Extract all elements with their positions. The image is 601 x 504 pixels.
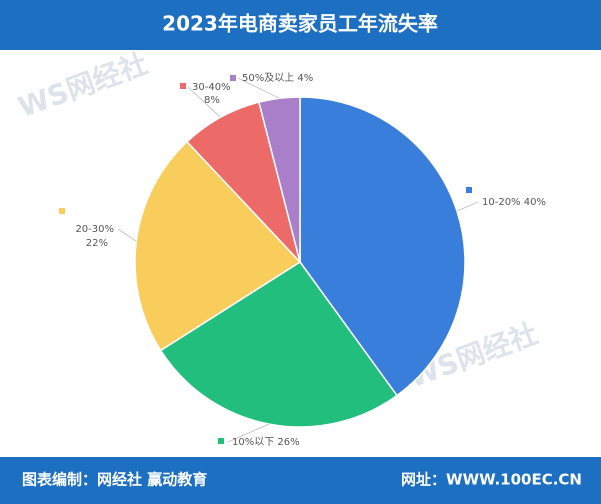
category-label: 10%以下 bbox=[232, 437, 274, 448]
legend-marker bbox=[230, 75, 236, 81]
value-label: 8% bbox=[204, 95, 220, 106]
footer-source: 图表编制：网经社 赢动教育 bbox=[22, 471, 207, 489]
header-bar bbox=[0, 0, 601, 50]
slice-label: 50%及以上 4% bbox=[242, 72, 313, 84]
leader-line bbox=[456, 201, 479, 212]
leader-line bbox=[187, 86, 221, 118]
leader-line bbox=[117, 228, 137, 242]
slice-label: 22% bbox=[86, 238, 108, 249]
footer-site: 网址：WWW.100EC.CN bbox=[401, 471, 582, 489]
footer-bar bbox=[0, 457, 601, 504]
value-label: 4% bbox=[297, 73, 313, 84]
leader-line bbox=[237, 77, 280, 99]
legend-marker bbox=[218, 438, 224, 444]
legend-marker bbox=[180, 83, 186, 89]
chart-title: 2023年电商卖家员工年流失率 bbox=[162, 12, 438, 36]
slice-label: 10-20% 40% bbox=[482, 197, 546, 208]
pie-slice bbox=[159, 260, 399, 428]
value-label: 40% bbox=[524, 197, 546, 208]
pie: 10-20% 40% 10%以下 26% 20-30% 22% 30-40% 8% 50%及… bbox=[59, 72, 546, 448]
category-label: 50%及以上 bbox=[242, 72, 294, 84]
slice-label: 8% bbox=[204, 95, 220, 106]
category-label: 20-30% bbox=[75, 224, 114, 235]
slice-label: 10%以下 26% bbox=[232, 437, 300, 448]
legend-marker bbox=[59, 208, 65, 214]
leader-line bbox=[227, 423, 270, 443]
pie-slice bbox=[134, 140, 302, 352]
slice-label: 20-30% bbox=[75, 224, 114, 235]
category-label: 30-40% bbox=[192, 82, 231, 93]
pie-slice bbox=[299, 96, 466, 397]
category-label: 10-20% bbox=[482, 197, 521, 208]
value-label: 22% bbox=[86, 238, 108, 249]
legend-marker bbox=[466, 187, 472, 193]
slice-label: 30-40% bbox=[192, 82, 231, 93]
value-label: 26% bbox=[277, 437, 299, 448]
